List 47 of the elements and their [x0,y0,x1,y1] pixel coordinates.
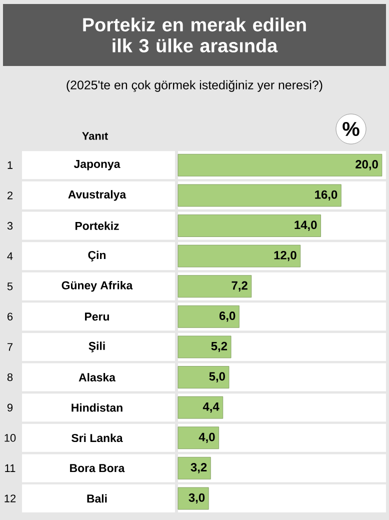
bar [178,305,240,328]
data-label: 4,0 [198,432,215,443]
y-tick-label: Sri Lanka [72,434,123,442]
y-tick-label: Bali [87,494,107,503]
x-axis-title: % [342,122,360,136]
text: 7 [8,343,12,351]
data-label: 3,0 [188,493,205,504]
y-tick-label: Şili [88,342,105,352]
text: 8 [7,373,13,382]
y-tick-label: Bora Bora [70,464,125,472]
text: 3 [7,222,13,230]
bar [178,426,219,450]
data-label: 7,2 [232,281,248,292]
bar [178,487,209,510]
text: 6 [8,312,13,320]
y-tick-label: Güney Afrika [62,281,133,292]
text: 11 [5,464,16,472]
bar [178,366,230,388]
y-axis-title: Yanıt [82,132,108,140]
text: 10 [4,434,16,442]
data-label: 20,0 [356,160,378,170]
y-tick-label: Avustralya [68,190,126,201]
y-tick-label: Çin [88,250,106,262]
data-label: 4,4 [202,402,220,413]
chart-subtitle: (2025'te en çok görmek istediğiniz yer neresi?) [66,80,322,92]
data-label: 14,0 [294,220,317,231]
data-label: 5,0 [209,372,225,382]
data-label: 16,0 [315,190,338,201]
bar [178,456,211,480]
text: 9 [7,404,13,412]
text: 2 [8,192,12,200]
data-label: 6,0 [219,312,236,322]
bar [178,336,232,358]
data-label: 3,2 [190,463,207,474]
text: 4 [7,252,13,260]
y-tick-label: Japonya [74,160,120,170]
text: 5 [7,282,13,290]
bar [178,396,224,419]
data-label: 5,2 [211,342,228,352]
y-tick-label: Peru [85,312,109,321]
text: 12 [4,494,16,502]
y-tick-label: Hindistan [72,403,122,412]
chart-title: Portekiz en merak edilen ilk 3 ülke arasında [83,18,306,52]
text: 1 [8,161,13,169]
y-tick-label: Alaska [78,373,116,382]
y-tick-label: Portekiz [75,222,119,230]
data-label: 12,0 [274,250,296,262]
